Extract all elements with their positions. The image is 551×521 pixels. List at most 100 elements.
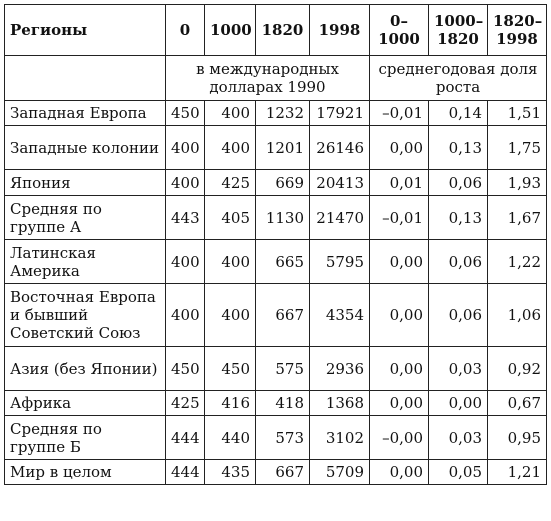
value-cell: 1,67: [487, 195, 547, 240]
value-cell: 20413: [309, 169, 370, 196]
region-cell: Западная Европа: [4, 100, 166, 126]
value-cell: 1,51: [487, 100, 547, 126]
region-cell: Восточная Европа и бывший Советский Союз: [4, 283, 166, 347]
region-cell: Япония: [4, 169, 166, 196]
value-cell: 0,00: [369, 346, 429, 391]
value-cell: 5795: [309, 239, 370, 284]
value-cell: 669: [255, 169, 310, 196]
value-cell: 0,00: [369, 459, 429, 485]
table-row: Япония 400 425 669 20413 0,01 0,06 1,93: [4, 169, 547, 196]
value-cell: 400: [165, 239, 205, 284]
value-cell: 0,06: [428, 283, 488, 347]
value-cell: 400: [204, 239, 256, 284]
value-cell: 444: [165, 459, 205, 485]
value-cell: 1,21: [487, 459, 547, 485]
region-cell: Азия (без Японии): [4, 346, 166, 391]
col-header-growth-1000-1820: 1000–1820: [428, 4, 488, 56]
region-cell: Средняя по группе А: [4, 195, 166, 240]
value-cell: 400: [204, 125, 256, 170]
value-cell: 1368: [309, 390, 370, 416]
value-cell: 435: [204, 459, 256, 485]
value-cell: 3102: [309, 415, 370, 460]
value-cell: 0,95: [487, 415, 547, 460]
value-cell: 0,00: [369, 390, 429, 416]
value-cell: 440: [204, 415, 256, 460]
value-cell: 0,06: [428, 239, 488, 284]
value-cell: 0,13: [428, 195, 488, 240]
units-row: в международных долларах 1990 среднегодо…: [4, 55, 547, 101]
value-cell: –0,00: [369, 415, 429, 460]
value-cell: 1,22: [487, 239, 547, 284]
col-header-growth-0-1000: 0–1000: [369, 4, 429, 56]
value-cell: 0,14: [428, 100, 488, 126]
table-row: Средняя по группе Б 444 440 573 3102 –0,00 0,0…: [4, 415, 547, 460]
table-row: Восточная Европа и бывший Советский Союз…: [4, 283, 547, 347]
col-header-regions: Регионы: [4, 4, 166, 56]
value-cell: –0,01: [369, 100, 429, 126]
value-cell: 0,00: [369, 125, 429, 170]
value-cell: 575: [255, 346, 310, 391]
value-cell: 400: [165, 125, 205, 170]
value-cell: 0,03: [428, 346, 488, 391]
value-cell: 450: [204, 346, 256, 391]
value-cell: 1,06: [487, 283, 547, 347]
value-cell: 1130: [255, 195, 310, 240]
value-cell: 400: [165, 283, 205, 347]
value-cell: 4354: [309, 283, 370, 347]
units-label-dollars: в международных долларах 1990: [165, 55, 370, 101]
region-cell: Западные колонии: [4, 125, 166, 170]
table-row: Латинская Америка 400 400 665 5795 0,00 0,06 1,…: [4, 239, 547, 284]
value-cell: 0,92: [487, 346, 547, 391]
value-cell: 450: [165, 346, 205, 391]
value-cell: 400: [165, 169, 205, 196]
value-cell: 17921: [309, 100, 370, 126]
table-row: Азия (без Японии) 450 450 575 2936 0,00 0,03 0,…: [4, 346, 547, 391]
value-cell: 665: [255, 239, 310, 284]
value-cell: 425: [204, 169, 256, 196]
col-header-growth-1820-1998: 1820–1998: [487, 4, 547, 56]
table-row: Западные колонии 400 400 1201 26146 0,00 0,13 1…: [4, 125, 547, 170]
value-cell: 2936: [309, 346, 370, 391]
value-cell: 1,93: [487, 169, 547, 196]
value-cell: 0,00: [428, 390, 488, 416]
value-cell: 5709: [309, 459, 370, 485]
value-cell: 443: [165, 195, 205, 240]
units-empty-cell: [4, 55, 166, 101]
value-cell: 400: [204, 100, 256, 126]
value-cell: 1232: [255, 100, 310, 126]
value-cell: 425: [165, 390, 205, 416]
value-cell: 405: [204, 195, 256, 240]
table-row: Западная Европа 450 400 1232 17921 –0,01 0,14 1…: [4, 100, 547, 126]
value-cell: 444: [165, 415, 205, 460]
header-row: Регионы 0 1000 1820 1998 0–1000 1000–182…: [4, 4, 547, 56]
value-cell: 26146: [309, 125, 370, 170]
region-cell: Мир в целом: [4, 459, 166, 485]
value-cell: 418: [255, 390, 310, 416]
units-label-growth: среднегодовая доля роста: [369, 55, 547, 101]
table-row: Средняя по группе А 443 405 1130 21470 –0,01 0…: [4, 195, 547, 240]
value-cell: 0,03: [428, 415, 488, 460]
value-cell: 0,01: [369, 169, 429, 196]
gdp-per-capita-table: Регионы 0 1000 1820 1998 0–1000 1000–182…: [4, 4, 547, 485]
value-cell: 0,06: [428, 169, 488, 196]
table-body: Западная Европа 450 400 1232 17921 –0,01 0,14 1…: [4, 100, 547, 485]
region-cell: Латинская Америка: [4, 239, 166, 284]
value-cell: 400: [204, 283, 256, 347]
table-row: Африка 425 416 418 1368 0,00 0,00 0,67: [4, 390, 547, 416]
value-cell: 667: [255, 283, 310, 347]
value-cell: –0,01: [369, 195, 429, 240]
value-cell: 1,75: [487, 125, 547, 170]
value-cell: 667: [255, 459, 310, 485]
col-header-year-1998: 1998: [309, 4, 370, 56]
value-cell: 0,00: [369, 283, 429, 347]
value-cell: 1201: [255, 125, 310, 170]
col-header-year-0: 0: [165, 4, 205, 56]
col-header-year-1820: 1820: [255, 4, 310, 56]
value-cell: 0,00: [369, 239, 429, 284]
value-cell: 0,67: [487, 390, 547, 416]
value-cell: 0,05: [428, 459, 488, 485]
table-row: Мир в целом 444 435 667 5709 0,00 0,05 1,21: [4, 459, 547, 485]
value-cell: 21470: [309, 195, 370, 240]
value-cell: 0,13: [428, 125, 488, 170]
col-header-year-1000: 1000: [204, 4, 256, 56]
